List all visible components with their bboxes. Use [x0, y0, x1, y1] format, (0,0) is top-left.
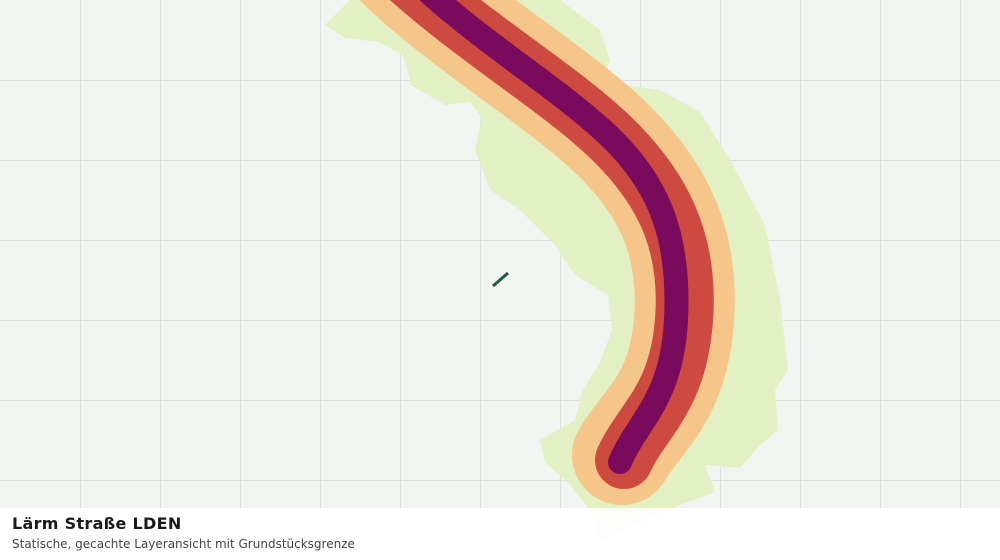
caption-panel: Lärm Straße LDEN Statische, gecachte Lay… [0, 508, 1000, 560]
layer-title: Lärm Straße LDEN [12, 514, 182, 533]
layer-subtitle: Statische, gecachte Layeransicht mit Gru… [12, 537, 355, 551]
parcel-boundary [492, 271, 509, 288]
noise-zone-very-high [419, 0, 689, 474]
